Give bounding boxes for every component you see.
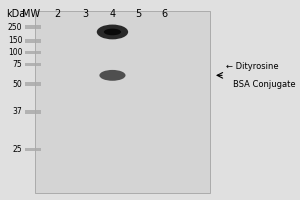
Ellipse shape <box>104 29 121 35</box>
Text: 25: 25 <box>13 145 22 154</box>
Text: 50: 50 <box>13 80 22 89</box>
Ellipse shape <box>97 25 128 39</box>
Text: 6: 6 <box>162 9 168 19</box>
FancyBboxPatch shape <box>35 11 211 193</box>
Text: 4: 4 <box>110 9 116 19</box>
Text: 150: 150 <box>8 36 22 45</box>
Text: 75: 75 <box>13 60 22 69</box>
Ellipse shape <box>99 70 125 81</box>
Text: 2: 2 <box>55 9 61 19</box>
FancyBboxPatch shape <box>25 51 40 54</box>
FancyBboxPatch shape <box>25 63 40 66</box>
Text: 3: 3 <box>82 9 88 19</box>
Text: 37: 37 <box>13 107 22 116</box>
Text: MW: MW <box>22 9 40 19</box>
FancyBboxPatch shape <box>25 25 40 29</box>
Text: kDa: kDa <box>6 9 26 19</box>
FancyBboxPatch shape <box>25 148 40 151</box>
FancyBboxPatch shape <box>25 82 40 86</box>
Text: 5: 5 <box>136 9 142 19</box>
Text: 100: 100 <box>8 48 22 57</box>
Text: 250: 250 <box>8 23 22 32</box>
FancyBboxPatch shape <box>25 110 40 114</box>
FancyBboxPatch shape <box>25 39 40 43</box>
Text: BSA Conjugate: BSA Conjugate <box>233 80 295 89</box>
Text: ← Dityrosine: ← Dityrosine <box>226 62 279 71</box>
